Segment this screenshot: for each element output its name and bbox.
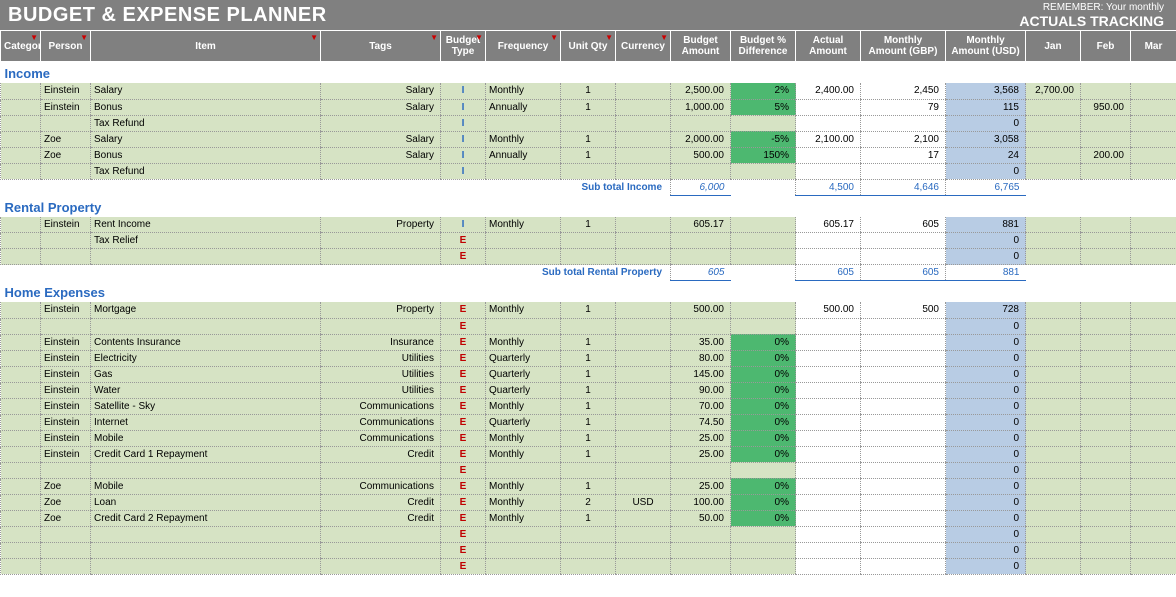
table-row: Tax RefundI0: [1, 115, 1176, 131]
table-row: EinsteinElectricityUtilitiesEQuarterly18…: [1, 350, 1176, 366]
table-row: EinsteinMortgagePropertyEMonthly1500.005…: [1, 302, 1176, 318]
filter-arrow-icon[interactable]: ▼: [80, 33, 88, 42]
section-rental-property: Rental Property: [1, 195, 1176, 217]
col-budget_type[interactable]: Budget Type▼: [441, 31, 486, 62]
col-monthly_gbp[interactable]: Monthly Amount (GBP): [861, 31, 946, 62]
table-row: EinsteinBonusSalaryIAnnually11,000.005%7…: [1, 99, 1176, 115]
col-unit_qty[interactable]: Unit Qty▼: [561, 31, 616, 62]
table-row: EinsteinCredit Card 1 RepaymentCreditEMo…: [1, 446, 1176, 462]
filter-arrow-icon[interactable]: ▼: [475, 33, 483, 42]
table-row: E0: [1, 542, 1176, 558]
table-row: ZoeSalarySalaryIMonthly12,000.00-5%2,100…: [1, 131, 1176, 147]
table-row: E0: [1, 249, 1176, 265]
col-budget_amount[interactable]: Budget Amount: [671, 31, 731, 62]
table-row: EinsteinMobileCommunicationsEMonthly125.…: [1, 430, 1176, 446]
col-person[interactable]: Person▼: [41, 31, 91, 62]
col-category[interactable]: Category▼: [1, 31, 41, 62]
table-row: EinsteinRent IncomePropertyIMonthly1605.…: [1, 217, 1176, 233]
col-tags[interactable]: Tags▼: [321, 31, 441, 62]
table-row: ZoeBonusSalaryIAnnually1500.00150%172420…: [1, 147, 1176, 163]
section-home-expenses: Home Expenses: [1, 281, 1176, 303]
table-row: E0: [1, 558, 1176, 574]
subtotal-row: Sub total Income6,0004,5004,6466,765: [1, 179, 1176, 195]
col-item[interactable]: Item▼: [91, 31, 321, 62]
filter-arrow-icon[interactable]: ▼: [430, 33, 438, 42]
filter-arrow-icon[interactable]: ▼: [310, 33, 318, 42]
subtotal-row: Sub total Rental Property605605605881: [1, 265, 1176, 281]
filter-arrow-icon[interactable]: ▼: [550, 33, 558, 42]
col-mar[interactable]: Mar: [1131, 31, 1176, 62]
table-row: EinsteinWaterUtilitiesEQuarterly190.000%…: [1, 382, 1176, 398]
table-row: EinsteinContents InsuranceInsuranceEMont…: [1, 334, 1176, 350]
reminder-text: REMEMBER: Your monthly ACTUALS TRACKING: [1019, 2, 1164, 29]
section-income: Income: [1, 62, 1176, 84]
col-jan[interactable]: Jan: [1026, 31, 1081, 62]
table-row: ZoeLoanCreditEMonthly2USD100.000%0: [1, 494, 1176, 510]
table-row: Tax RefundI0: [1, 163, 1176, 179]
table-row: EinsteinSalarySalaryIMonthly12,500.002%2…: [1, 83, 1176, 99]
table-row: ZoeMobileCommunicationsEMonthly125.000%0: [1, 478, 1176, 494]
planner-table: Category▼Person▼Item▼Tags▼Budget Type▼Fr…: [0, 30, 1176, 575]
filter-arrow-icon[interactable]: ▼: [605, 33, 613, 42]
col-monthly_usd[interactable]: Monthly Amount (USD): [946, 31, 1026, 62]
reminder-small: REMEMBER: Your monthly: [1019, 2, 1164, 13]
title-bar: BUDGET & EXPENSE PLANNER REMEMBER: Your …: [0, 0, 1176, 30]
table-row: E0: [1, 318, 1176, 334]
table-row: EinsteinGasUtilitiesEQuarterly1145.000%0: [1, 366, 1176, 382]
col-feb[interactable]: Feb: [1081, 31, 1131, 62]
page-title: BUDGET & EXPENSE PLANNER: [8, 4, 327, 27]
col-frequency[interactable]: Frequency▼: [486, 31, 561, 62]
table-row: E0: [1, 526, 1176, 542]
filter-arrow-icon[interactable]: ▼: [30, 33, 38, 42]
col-budget_diff[interactable]: Budget % Difference: [731, 31, 796, 62]
table-row: Tax ReliefE0: [1, 233, 1176, 249]
col-currency[interactable]: Currency▼: [616, 31, 671, 62]
filter-arrow-icon[interactable]: ▼: [660, 33, 668, 42]
table-row: EinsteinInternetCommunicationsEQuarterly…: [1, 414, 1176, 430]
table-header: Category▼Person▼Item▼Tags▼Budget Type▼Fr…: [1, 31, 1176, 62]
table-row: ZoeCredit Card 2 RepaymentCreditEMonthly…: [1, 510, 1176, 526]
reminder-big: ACTUALS TRACKING: [1019, 13, 1164, 29]
table-row: E0: [1, 462, 1176, 478]
col-actual_amount[interactable]: Actual Amount: [796, 31, 861, 62]
table-row: EinsteinSatellite - SkyCommunicationsEMo…: [1, 398, 1176, 414]
